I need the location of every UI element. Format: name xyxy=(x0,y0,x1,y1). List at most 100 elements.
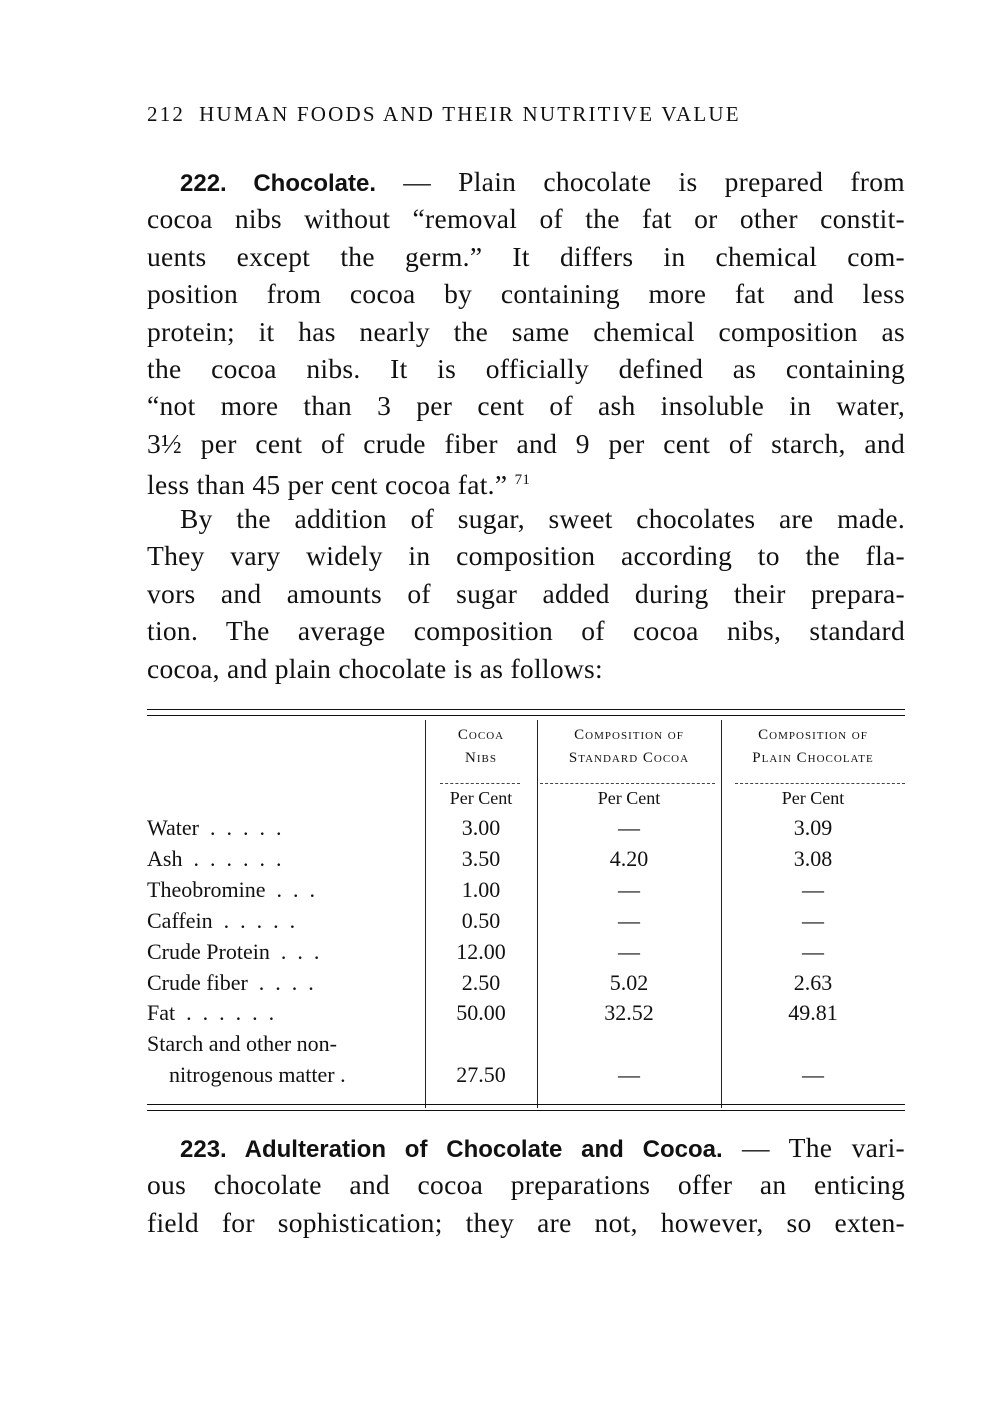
line-text: field for sophistication; they are not, … xyxy=(147,1206,905,1238)
footnote-ref: 71 xyxy=(514,472,531,489)
column-header: Composition of Plain Chocolate xyxy=(721,724,905,770)
text-line: the cocoa nibs. It is officially defined… xyxy=(147,350,905,387)
column-divider xyxy=(721,720,722,1108)
column-divider xyxy=(425,720,426,1108)
line-text: tion. The average composition of cocoa n… xyxy=(147,615,905,647)
table-row: nitrogenous matter . 27.50 — — xyxy=(147,1059,905,1090)
running-title: HUMAN FOODS AND THEIR NUTRITIVE VALUE xyxy=(199,102,741,126)
row-label: Water . . . . . xyxy=(147,815,282,840)
row-label: Theobromine . . . xyxy=(147,876,316,902)
cell-value: 5.02 xyxy=(609,969,649,995)
line-text: ous chocolate and cocoa preparations off… xyxy=(147,1169,905,1201)
text-line: vors and amounts of sugar added during t… xyxy=(147,575,905,612)
row-label: Ash . . . . . . xyxy=(147,845,282,871)
cell-value: — xyxy=(618,938,640,964)
column-header-line1: Cocoa xyxy=(457,727,505,743)
row-label: Crude fiber . . . . xyxy=(147,969,314,995)
text-line: position from cocoa by containing more f… xyxy=(147,275,905,312)
cell-value: — xyxy=(802,876,824,902)
text-line: 3½ per cent of crude fiber and 9 per cen… xyxy=(147,425,905,462)
column-header-line2: Plain Chocolate xyxy=(752,750,874,766)
section-heading: 222. Chocolate. xyxy=(180,170,377,197)
text-line: They vary widely in composition accordin… xyxy=(147,537,905,574)
cell-value: 0.50 xyxy=(461,907,501,933)
cell-value: 3.00 xyxy=(461,815,501,840)
line-text: uents except the germ.” It differs in ch… xyxy=(147,240,905,272)
cell-value: 3.08 xyxy=(793,845,833,871)
table-top-rule-2 xyxy=(147,715,905,716)
text-line: cocoa nibs without “removal of the fat o… xyxy=(147,200,905,237)
cell-value: 3.09 xyxy=(793,815,833,840)
section-heading: 223. Adulteration of Chocolate and Cocoa… xyxy=(180,1136,723,1163)
column-header-line1: Composition of xyxy=(574,727,684,743)
table-row: Caffein . . . . . 0.50 — — xyxy=(147,905,905,936)
cell-value: 2.63 xyxy=(793,969,833,995)
column-header: Cocoa Nibs xyxy=(425,724,537,770)
line-text: By the addition of sugar, sweet chocolat… xyxy=(180,503,905,534)
cell-value: 2.50 xyxy=(461,969,501,995)
table-row: Theobromine . . . 1.00 — — xyxy=(147,874,905,905)
row-label: Crude Protein . . . xyxy=(147,938,320,964)
row-label: Fat . . . . . . xyxy=(147,1000,275,1026)
column-unit: Per Cent xyxy=(781,788,845,808)
text-line: 223. Adulteration of Chocolate and Cocoa… xyxy=(180,1129,905,1166)
table-bottom-rule-2 xyxy=(147,1110,905,1111)
header-rule xyxy=(735,783,905,784)
line-text: — Plain chocolate is prepared from xyxy=(403,166,905,197)
table-row: Starch and other non- xyxy=(147,1028,905,1059)
cell-value: 4.20 xyxy=(609,845,649,871)
row-label: Starch and other non- xyxy=(147,1031,337,1057)
cell-value: — xyxy=(802,938,824,964)
cell-value: — xyxy=(618,876,640,902)
table-row: Ash . . . . . . 3.50 4.20 3.08 xyxy=(147,843,905,874)
column-header: Composition of Standard Cocoa xyxy=(537,724,721,770)
line-text: less than 45 per cent cocoa fat.” xyxy=(147,469,508,501)
page-number: 212 xyxy=(147,102,186,126)
cell-value: — xyxy=(618,1062,640,1088)
cell-value: 12.00 xyxy=(456,938,506,964)
cell-value: — xyxy=(618,907,640,933)
cell-value: 49.81 xyxy=(788,1000,838,1026)
cell-value: 3.50 xyxy=(461,845,501,871)
table-row: Water . . . . . 3.00 — 3.09 xyxy=(147,812,905,843)
text-line: field for sophistication; they are not, … xyxy=(147,1204,905,1241)
line-text: “not more than 3 per cent of ash insolub… xyxy=(147,390,905,422)
table-row: Crude fiber . . . . 2.50 5.02 2.63 xyxy=(147,967,905,998)
table-bottom-rule xyxy=(147,1104,905,1105)
table-row: Fat . . . . . . 50.00 32.52 49.81 xyxy=(147,997,905,1028)
text-line: ous chocolate and cocoa preparations off… xyxy=(147,1166,905,1203)
row-label: Caffein . . . . . xyxy=(147,907,296,933)
table-row: Crude Protein . . . 12.00 — — xyxy=(147,936,905,967)
text-line: By the addition of sugar, sweet chocolat… xyxy=(180,500,905,537)
line-text: position from cocoa by containing more f… xyxy=(147,278,905,310)
text-line: 222. Chocolate. — Plain chocolate is pre… xyxy=(180,163,905,200)
cell-value: 1.00 xyxy=(461,876,501,902)
column-header-line2: Standard Cocoa xyxy=(568,750,690,766)
cell-value: — xyxy=(618,815,640,840)
header-rule xyxy=(540,783,715,784)
text-line: uents except the germ.” It differs in ch… xyxy=(147,238,905,275)
line-text: 3½ per cent of crude fiber and 9 per cen… xyxy=(147,427,905,459)
line-text: cocoa nibs without “removal of the fat o… xyxy=(147,203,905,235)
text-line: less than 45 per cent cocoa fat.” 71 xyxy=(147,462,905,501)
line-text: protein; it has nearly the same chemical… xyxy=(147,315,905,347)
header-rule xyxy=(440,783,520,784)
line-text: vors and amounts of sugar added during t… xyxy=(147,577,905,609)
text-line: tion. The average composition of cocoa n… xyxy=(147,612,905,649)
cell-value: — xyxy=(802,907,824,933)
column-unit: Per Cent xyxy=(597,788,661,808)
column-divider xyxy=(537,720,538,1108)
text-line: cocoa, and plain chocolate is as follows… xyxy=(147,650,905,687)
line-text: cocoa, and plain chocolate is as follows… xyxy=(147,652,603,684)
column-unit: Per Cent xyxy=(449,788,513,808)
line-text: — The vari- xyxy=(741,1132,905,1163)
cell-value: 27.50 xyxy=(456,1062,506,1088)
cell-value: 50.00 xyxy=(456,1000,506,1026)
row-label: nitrogenous matter . xyxy=(169,1062,346,1088)
text-line: protein; it has nearly the same chemical… xyxy=(147,313,905,350)
cell-value: — xyxy=(802,1062,824,1088)
text-line: “not more than 3 per cent of ash insolub… xyxy=(147,387,905,424)
table-top-rule xyxy=(147,709,905,710)
column-header-line2: Nibs xyxy=(465,750,497,766)
line-text: They vary widely in composition accordin… xyxy=(147,540,905,572)
